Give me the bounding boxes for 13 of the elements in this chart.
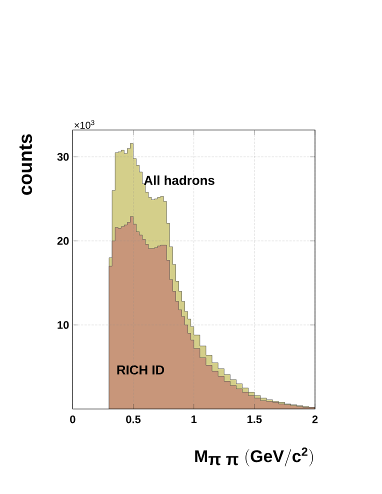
x-tick-label: 2 [312, 416, 318, 424]
x-tick-label: 1 [191, 416, 197, 424]
y-tick-label: 10 [58, 321, 69, 329]
y-tick-label: 20 [57, 237, 69, 245]
text: ×10$^{3}$ [74, 120, 94, 129]
x-tick-label: 0 [70, 416, 76, 424]
x-axis-title: $\mathbf{M_{\mbox{π π}}\ (GeV/c^{2})}$ [195, 448, 313, 466]
y-tick-label: 30 [57, 153, 69, 161]
x-tick-label: 0.5 [126, 416, 141, 424]
series-label: RICH ID [117, 365, 164, 375]
y-axis-title: counts [20, 134, 32, 195]
x-tick-label: 1.5 [247, 416, 262, 424]
series-label: All hadrons [144, 175, 214, 185]
